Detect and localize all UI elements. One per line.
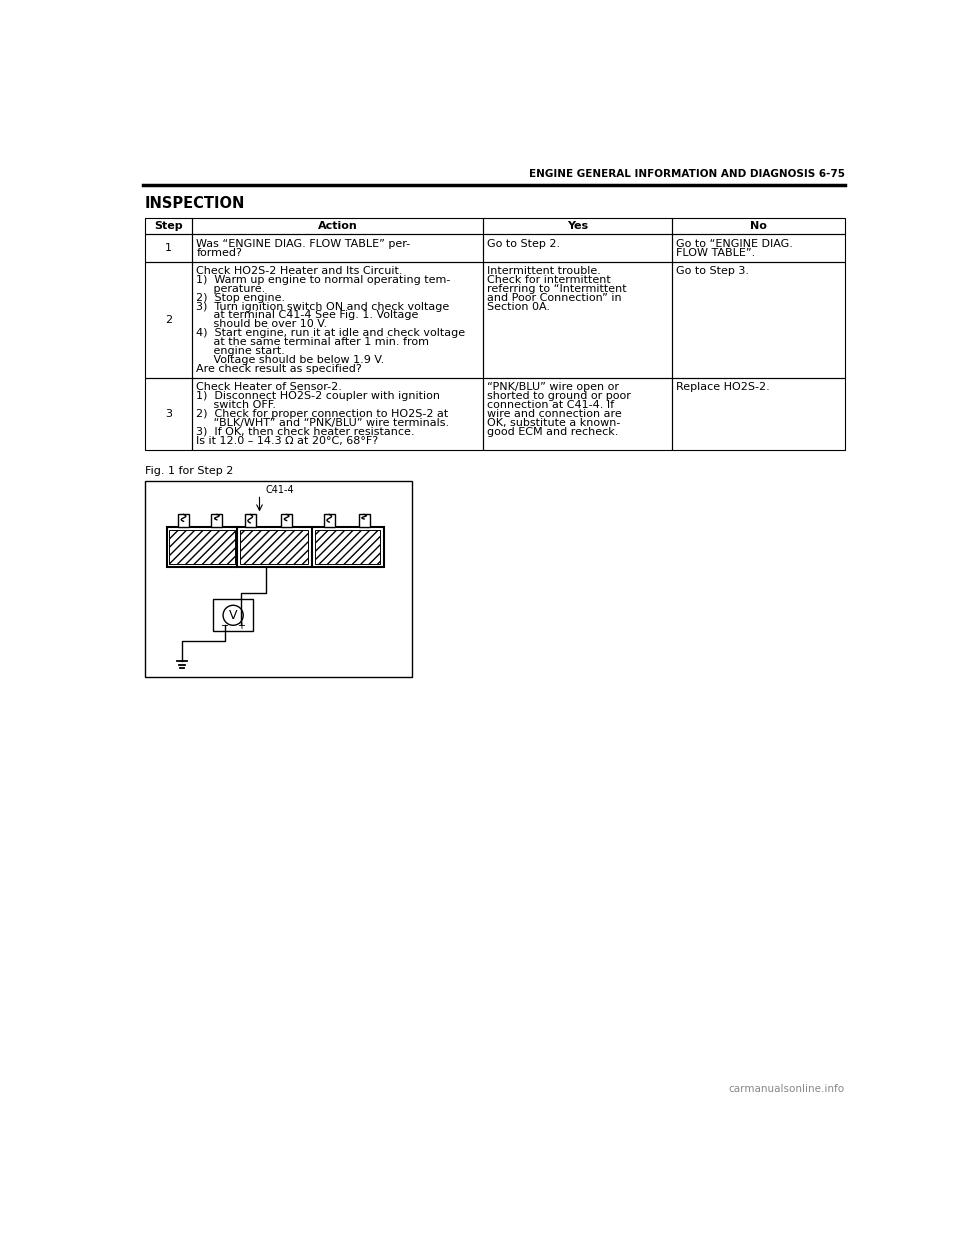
Text: V: V — [228, 609, 237, 621]
Text: “PNK/BLU” wire open or: “PNK/BLU” wire open or — [487, 382, 618, 393]
Text: Check HO2S-2 Heater and Its Circuit.: Check HO2S-2 Heater and Its Circuit. — [196, 266, 403, 275]
Text: +: + — [237, 621, 245, 631]
Text: Yes: Yes — [566, 221, 588, 231]
Bar — [192, 235, 483, 262]
Text: referring to “Intermittent: referring to “Intermittent — [487, 284, 626, 294]
Text: 1)  Disconnect HO2S-2 coupler with ignition: 1) Disconnect HO2S-2 coupler with igniti… — [196, 391, 441, 401]
Text: and Poor Connection” in: and Poor Connection” in — [487, 293, 621, 303]
Bar — [192, 217, 483, 235]
Text: perature.: perature. — [196, 284, 266, 294]
Text: C41-4: C41-4 — [266, 485, 295, 495]
Text: Check Heater of Sensor-2.: Check Heater of Sensor-2. — [196, 382, 342, 393]
Text: engine start.: engine start. — [196, 346, 285, 356]
Bar — [145, 262, 192, 378]
Text: good ECM and recheck.: good ECM and recheck. — [487, 427, 618, 437]
Text: Was “ENGINE DIAG. FLOW TABLE” per-: Was “ENGINE DIAG. FLOW TABLE” per- — [196, 238, 410, 248]
Text: Are check result as specified?: Are check result as specified? — [196, 364, 362, 374]
Text: INSPECTION: INSPECTION — [145, 196, 245, 211]
Bar — [211, 515, 223, 527]
Text: Check for intermittent: Check for intermittent — [487, 274, 611, 285]
Text: ENGINE GENERAL INFORMATION AND DIAGNOSIS 6-75: ENGINE GENERAL INFORMATION AND DIAGNOSIS… — [529, 169, 845, 179]
Bar — [359, 515, 370, 527]
Bar — [483, 217, 672, 235]
Text: 4)  Start engine, run it at idle and check voltage: 4) Start engine, run it at idle and chec… — [196, 329, 466, 338]
Text: Fig. 1 for Step 2: Fig. 1 for Step 2 — [145, 467, 233, 477]
Text: Go to Step 3.: Go to Step 3. — [676, 266, 749, 275]
Text: 2: 2 — [165, 315, 172, 325]
Text: “BLK/WHT” and “PNK/BLU” wire terminals.: “BLK/WHT” and “PNK/BLU” wire terminals. — [196, 417, 449, 429]
Text: at terminal C41-4 See Fig. 1. Voltage: at terminal C41-4 See Fig. 1. Voltage — [196, 310, 419, 320]
Text: shorted to ground or poor: shorted to ground or poor — [487, 391, 631, 401]
Text: connection at C41-4. If: connection at C41-4. If — [487, 400, 613, 410]
Text: 3)  If OK, then check heater resistance.: 3) If OK, then check heater resistance. — [196, 427, 415, 437]
Bar — [324, 515, 335, 527]
Text: should be over 10 V.: should be over 10 V. — [196, 320, 327, 330]
Text: 1)  Warm up engine to normal operating tem-: 1) Warm up engine to normal operating te… — [196, 274, 450, 285]
Bar — [179, 515, 189, 527]
Bar — [145, 235, 192, 262]
Bar — [145, 378, 192, 450]
Text: 3)  Turn ignition switch ON and check voltage: 3) Turn ignition switch ON and check vol… — [196, 301, 449, 311]
Text: switch OFF.: switch OFF. — [196, 400, 276, 410]
Text: 1: 1 — [165, 243, 172, 253]
Text: No: No — [750, 221, 767, 231]
Bar — [483, 235, 672, 262]
Bar — [245, 515, 255, 527]
Text: Go to Step 2.: Go to Step 2. — [487, 238, 560, 248]
Text: Replace HO2S-2.: Replace HO2S-2. — [676, 382, 769, 393]
Text: at the same terminal after 1 min. from: at the same terminal after 1 min. from — [196, 337, 429, 347]
Text: 2)  Stop engine.: 2) Stop engine. — [196, 293, 285, 303]
Bar — [145, 217, 192, 235]
Bar — [672, 262, 845, 378]
Bar — [213, 599, 253, 631]
Bar — [315, 530, 379, 563]
Text: 2)  Check for proper connection to HO2S-2 at: 2) Check for proper connection to HO2S-2… — [196, 409, 448, 419]
Text: −: − — [222, 621, 229, 631]
Text: wire and connection are: wire and connection are — [487, 409, 621, 419]
Bar — [166, 527, 383, 567]
Text: FLOW TABLE”.: FLOW TABLE”. — [676, 247, 755, 258]
Bar — [672, 235, 845, 262]
Bar — [192, 262, 483, 378]
Text: Go to “ENGINE DIAG.: Go to “ENGINE DIAG. — [676, 238, 793, 248]
Text: formed?: formed? — [196, 247, 242, 258]
Bar — [169, 530, 234, 563]
Bar — [192, 378, 483, 450]
Text: OK, substitute a known-: OK, substitute a known- — [487, 417, 620, 429]
Text: 3: 3 — [165, 409, 172, 419]
Text: Voltage should be below 1.9 V.: Voltage should be below 1.9 V. — [196, 356, 385, 366]
Bar — [672, 378, 845, 450]
Bar — [281, 515, 292, 527]
Text: Step: Step — [155, 221, 183, 231]
Bar — [672, 217, 845, 235]
Bar — [145, 480, 412, 677]
Text: Is it 12.0 – 14.3 Ω at 20°C, 68°F?: Is it 12.0 – 14.3 Ω at 20°C, 68°F? — [196, 436, 378, 446]
Text: Action: Action — [318, 221, 357, 231]
Text: Section 0A.: Section 0A. — [487, 301, 550, 311]
Bar — [483, 262, 672, 378]
Text: carmanualsonline.info: carmanualsonline.info — [729, 1084, 845, 1094]
Bar — [240, 530, 308, 563]
Text: Intermittent trouble.: Intermittent trouble. — [487, 266, 601, 275]
Bar — [483, 378, 672, 450]
